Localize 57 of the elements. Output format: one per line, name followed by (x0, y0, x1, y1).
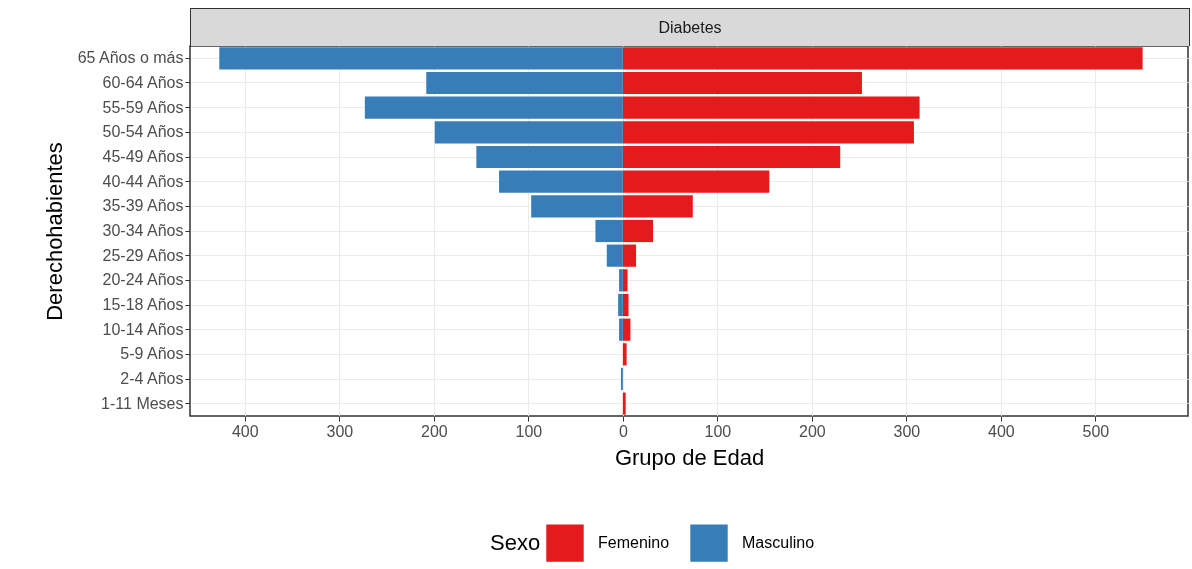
x-tick-label: 400 (988, 422, 1015, 440)
y-tick-label: 50-54 Años (102, 123, 184, 141)
bar (499, 170, 623, 193)
bar (426, 71, 623, 95)
y-tick-label: 2-4 Años (120, 370, 184, 387)
bar (622, 71, 862, 95)
bar (622, 318, 631, 341)
bar (622, 392, 626, 415)
y-tick-label: 30-34 Años (102, 222, 184, 239)
y-tick-label: 20-24 Años (102, 271, 184, 289)
y-tick-label: 65 Años o más (77, 49, 184, 67)
y-tick-label: 35-39 Años (102, 197, 184, 215)
y-tick-label: 5-9 Años (120, 345, 184, 363)
y-axis-title: Derechohabientes (41, 142, 67, 321)
x-tick-label: 300 (326, 422, 354, 440)
bar (531, 195, 623, 218)
bar (619, 269, 623, 292)
bar (434, 121, 623, 144)
bar (622, 269, 628, 292)
x-tick-label: 100 (515, 422, 543, 440)
x-tick-label: 500 (1082, 422, 1110, 440)
bar (622, 343, 627, 366)
x-tick-label: 0 (618, 422, 628, 440)
y-tick-label: 1-11 Meses (101, 394, 184, 412)
bar (606, 244, 623, 267)
x-tick-label: 200 (420, 422, 448, 440)
chart-title: Diabetes (190, 8, 1190, 46)
legend-title: Sexo (490, 530, 541, 555)
legend-label: Femenino (598, 534, 670, 552)
y-tick-label: 55-59 Años (102, 98, 184, 116)
x-tick-label: 300 (893, 422, 921, 440)
bar (622, 195, 693, 218)
bar (622, 244, 637, 267)
x-axis-title: Grupo de Edad (614, 444, 765, 470)
y-tick-label: 15-18 Años (102, 296, 184, 313)
x-tick-label: 200 (799, 422, 826, 440)
y-tick-label: 45-49 Años (102, 148, 184, 165)
bar (476, 145, 623, 169)
y-tick-label: 60-64 Años (102, 74, 184, 91)
bar (595, 219, 623, 243)
bar (219, 47, 623, 70)
legend-label: Masculino (742, 534, 815, 552)
bar (364, 96, 623, 119)
bar (622, 293, 629, 317)
x-tick-label: 100 (704, 422, 732, 440)
y-tick-label: 25-29 Años (102, 246, 184, 264)
bar (618, 293, 623, 317)
bar (622, 145, 841, 169)
x-tick-label: 400 (231, 422, 259, 440)
bar (619, 318, 623, 341)
bar (622, 219, 654, 243)
y-tick-label: 40-44 Años (102, 172, 184, 190)
bar (622, 96, 920, 119)
bar (622, 170, 770, 193)
y-tick-label: 10-14 Años (102, 320, 184, 338)
bar (622, 121, 914, 144)
bar (622, 47, 1143, 70)
